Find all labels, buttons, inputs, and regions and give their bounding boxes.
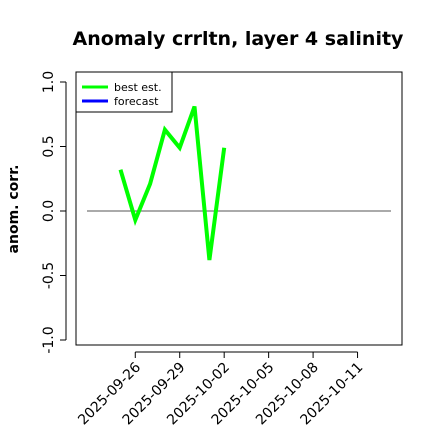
y-tick-label: -0.5 — [41, 262, 57, 289]
series-group — [118, 105, 227, 261]
y-axis-label: anom. corr. — [6, 165, 22, 254]
y-tick-label: 1.0 — [41, 71, 57, 93]
y-tick-label: -1.0 — [41, 326, 57, 353]
y-tick-label: 0.5 — [41, 135, 57, 157]
legend-label-best-est: best est. — [114, 81, 162, 94]
x-axis: 2025-09-262025-09-292025-10-022025-10-05… — [75, 351, 366, 428]
series-line-best-est — [118, 105, 227, 261]
y-axis: -1.0 -0.5 0.0 0.5 1.0 — [41, 71, 67, 354]
y-tick-label: 0.0 — [41, 200, 57, 222]
chart-title: Anomaly crrltn, layer 4 salinity — [73, 28, 404, 50]
plot-frame — [75, 71, 403, 346]
legend-box — [75, 71, 173, 113]
legend-label-forecast: forecast — [114, 95, 159, 108]
legend: best est. forecast — [75, 71, 173, 113]
